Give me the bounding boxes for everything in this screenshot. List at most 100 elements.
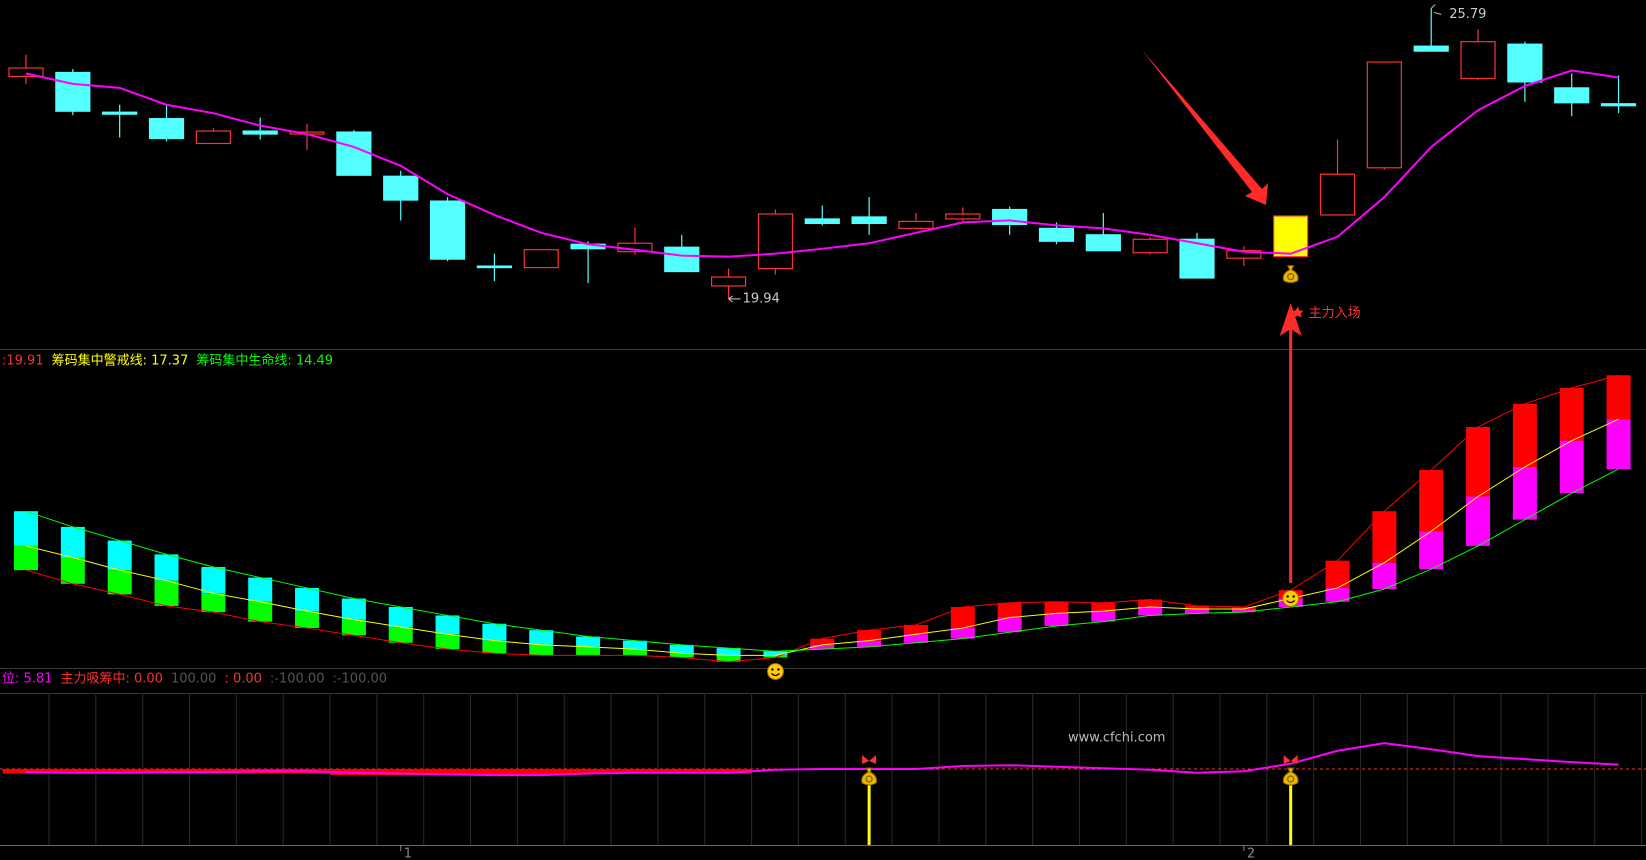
flow-bar: [611, 769, 659, 774]
bar-upper: [1559, 387, 1584, 441]
candle-body: [1413, 45, 1449, 52]
flow-bar: [705, 769, 753, 774]
legend-entry: 筹码集中生命线: 14.49: [196, 353, 333, 369]
bar-upper: [1419, 470, 1444, 532]
bar-lower: [60, 557, 85, 584]
bar-lower: [14, 545, 38, 571]
bar-upper: [1138, 599, 1163, 607]
flow-bar: [658, 769, 706, 774]
bar-upper: [1044, 601, 1069, 614]
bar-lower: [716, 655, 741, 662]
bar-lower: [482, 640, 507, 654]
candle-body: [429, 200, 466, 260]
bar-lower: [107, 570, 132, 595]
bar-upper: [201, 567, 226, 594]
bar-lower: [669, 653, 694, 658]
bar-lower: [248, 601, 273, 622]
candle-body: [1085, 234, 1121, 252]
smiley-eye: [1292, 595, 1295, 598]
smiley-mouth: [771, 673, 780, 677]
candle-body: [664, 246, 700, 273]
bar-upper: [1091, 602, 1116, 612]
flow-bar: [424, 769, 471, 776]
candle-body: [55, 71, 91, 112]
bar-lower: [997, 617, 1022, 633]
watermark: www.cfchi.com: [1068, 731, 1165, 746]
band-line: [25, 468, 1619, 652]
candle-body: [476, 265, 512, 269]
flow-bar: [377, 769, 425, 776]
bar-lower: [810, 644, 835, 650]
candle-body: [757, 213, 794, 270]
bar-lower: [154, 580, 179, 606]
smiley-eye: [777, 668, 780, 671]
entry-label: 主力入场: [1309, 306, 1361, 321]
low-marker: [728, 295, 741, 303]
candle-body: [523, 249, 559, 269]
bar-lower: [1185, 609, 1209, 614]
bar-upper: [529, 630, 554, 645]
high-marker: [1430, 4, 1442, 15]
flow-bar: [49, 769, 97, 774]
bar-upper: [997, 602, 1022, 618]
bar-lower: [1138, 606, 1163, 616]
bar-upper: [1372, 511, 1397, 563]
candle-body: [945, 213, 981, 220]
bar-upper: [1606, 375, 1631, 420]
candle-body: [1600, 103, 1637, 107]
bar-upper: [482, 623, 507, 641]
candle-body: [1507, 43, 1543, 83]
candle-body: [148, 118, 185, 140]
bar-lower: [435, 634, 460, 650]
candle-body: [710, 276, 747, 287]
bar-lower: [763, 655, 788, 658]
bar-lower: [1091, 611, 1116, 622]
bar-lower: [857, 640, 882, 647]
candle-body: [1460, 41, 1496, 80]
candle-body: [336, 131, 372, 176]
low-label: 19.94: [743, 291, 780, 306]
candle-body: [851, 216, 887, 224]
bar-upper: [248, 577, 273, 602]
candle-body: [1273, 215, 1309, 258]
bar-lower: [622, 649, 647, 656]
bar-lower: [529, 644, 554, 656]
bar-upper: [1231, 606, 1256, 610]
bar-upper: [669, 644, 694, 654]
band-line: [25, 418, 1619, 656]
legend-entry: : 0.00: [224, 672, 261, 687]
bar-upper: [950, 606, 975, 629]
flow-bar: [517, 769, 565, 776]
bar-upper: [388, 606, 413, 628]
bar-upper: [14, 511, 38, 546]
bar-lower: [1512, 466, 1537, 520]
candle-body: [383, 175, 419, 201]
smiley-icon: [766, 662, 784, 680]
bar-lower: [1559, 440, 1584, 494]
indicator-line: [25, 742, 1619, 777]
band-line: [25, 374, 1619, 663]
bar-upper: [1466, 426, 1491, 497]
arrow: [1279, 303, 1302, 583]
bar-upper: [622, 640, 647, 650]
bar-upper: [903, 624, 928, 635]
high-label: 25.79: [1449, 7, 1486, 22]
candle-body: [1366, 61, 1402, 169]
bar-upper: [341, 598, 366, 620]
bar-lower: [1044, 613, 1069, 626]
bar-upper: [857, 630, 882, 641]
flow-bar: [96, 769, 144, 774]
candle-body: [242, 130, 278, 135]
bar-upper: [295, 587, 320, 612]
bar-lower: [295, 611, 320, 629]
bar-upper: [154, 554, 179, 581]
bar-lower: [1325, 587, 1350, 602]
bar-lower: [576, 646, 601, 656]
bar-upper: [810, 638, 835, 645]
bar-lower: [950, 628, 975, 639]
x-tick-label: 2: [1247, 847, 1255, 860]
bar-lower: [903, 634, 928, 643]
bar-upper: [716, 648, 741, 656]
